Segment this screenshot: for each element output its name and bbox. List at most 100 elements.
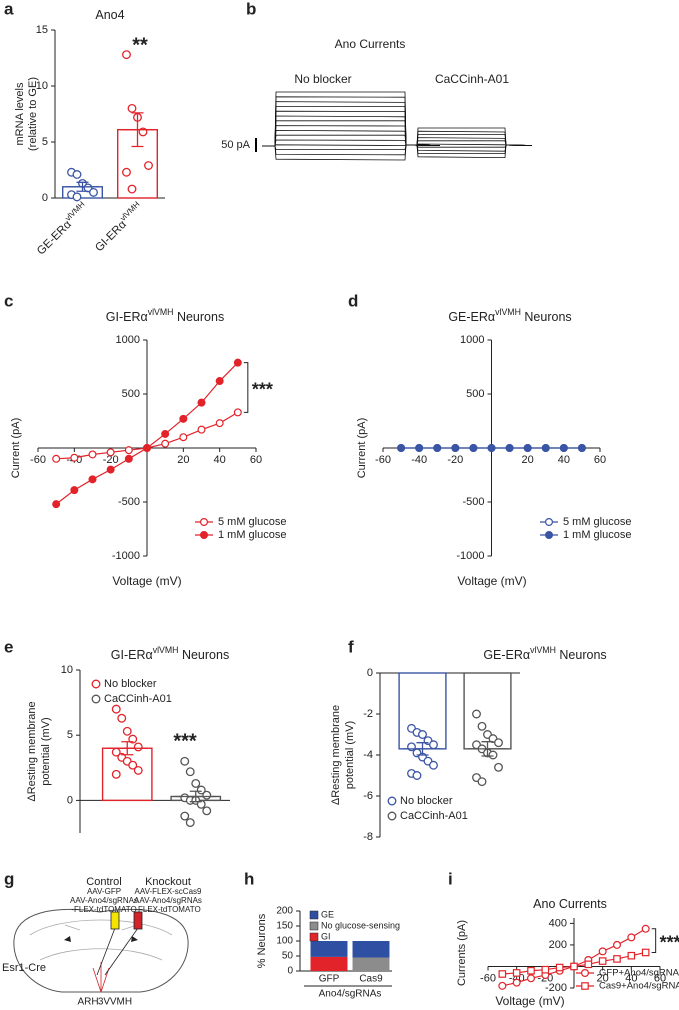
legend-label: 1 mM glucose <box>563 529 631 541</box>
legend-label: GI <box>321 931 331 941</box>
panel-label: f <box>348 637 354 656</box>
y-tick-label: -500 <box>462 496 484 508</box>
data-point <box>144 161 153 170</box>
legend-marker <box>200 530 209 539</box>
y-tick-label: 10 <box>61 664 73 676</box>
y-tick-label: -2 <box>363 708 373 720</box>
category-superscript: vlVMH <box>63 199 86 222</box>
marker <box>397 444 406 453</box>
marker <box>106 448 115 457</box>
data-point <box>72 170 82 179</box>
marker <box>215 419 224 428</box>
x-axis-label: Ano4/sgRNAs <box>319 989 382 1000</box>
y-tick-label: 200 <box>549 939 567 951</box>
panel-label: h <box>244 869 254 888</box>
legend-label: CaCCinh-A01 <box>400 810 468 822</box>
y-tick-label: -200 <box>545 982 567 994</box>
y-tick-label: -8 <box>363 831 373 843</box>
bar-segment <box>352 941 390 958</box>
marker <box>70 486 79 495</box>
brain-structure <box>29 919 173 961</box>
chart-title: GI-ERαvlVMH Neurons <box>106 307 224 324</box>
scale-label: 50 pA <box>221 139 250 151</box>
y-tick-label: 0 <box>287 966 293 977</box>
marker <box>161 439 170 448</box>
legend-swatch <box>309 921 319 931</box>
x-axis-label: Voltage (mV) <box>112 574 181 588</box>
y-axis-label: (relative to GE) <box>27 77 39 151</box>
marker <box>570 962 578 971</box>
legend-label: GE <box>321 909 334 919</box>
x-tick-label: -60 <box>375 454 391 466</box>
region-label: VMH <box>110 997 132 1008</box>
error-bar <box>403 742 442 756</box>
title-superscript: vlVMH <box>153 645 179 655</box>
marker <box>505 444 514 453</box>
panel-title: Ano Currents <box>335 37 406 51</box>
y-axis-label: ΔResting membrane <box>26 701 38 801</box>
title-text: GI-ERα <box>106 310 148 324</box>
data-point <box>72 192 82 202</box>
x-tick-label: 60 <box>654 972 666 984</box>
marker <box>52 454 61 463</box>
marker <box>52 500 61 509</box>
data-point <box>122 167 131 177</box>
y-axis-label: ΔResting membrane <box>330 705 342 805</box>
x-tick-label: 40 <box>214 454 226 466</box>
y-tick-label: 400 <box>549 917 567 929</box>
error-bar <box>106 741 148 756</box>
x-tick-label: 60 <box>594 454 606 466</box>
legend-label: 5 mM glucose <box>563 516 631 528</box>
marker <box>613 955 621 963</box>
y-axis-label: potential (mV) <box>344 721 356 789</box>
data-point <box>117 713 127 723</box>
bar <box>101 747 153 802</box>
significance-bracket <box>651 928 657 953</box>
x-tick-label: Cas9 <box>359 974 383 985</box>
marker <box>124 454 133 463</box>
data-point <box>429 740 438 750</box>
x-tick-label: GE-ERαvlVMH <box>33 199 91 257</box>
marker <box>498 981 507 990</box>
x-tick-label: 20 <box>597 972 609 984</box>
y-tick-label: -500 <box>118 496 140 508</box>
marker <box>512 978 521 987</box>
data-point <box>202 806 212 816</box>
bar-segment <box>352 957 390 971</box>
category-text: GI-ERα <box>93 218 129 254</box>
marker <box>526 974 535 983</box>
y-tick-label: 200 <box>276 906 293 917</box>
legend-marker <box>581 982 589 990</box>
panel-g: Control AAV-GFP AAV-Ano4/sgRNAs -FLEX-td… <box>2 876 202 1008</box>
x-tick-label: 60 <box>250 454 262 466</box>
syringe-control <box>110 911 120 930</box>
y-tick-label: 0 <box>367 667 373 679</box>
x-tick-label: 40 <box>625 972 637 984</box>
y-tick-label: 50 <box>282 951 294 962</box>
data-point <box>488 750 498 760</box>
marker <box>627 933 636 942</box>
title-superscript: vlVMH <box>495 307 521 317</box>
marker <box>415 444 424 453</box>
y-tick-label: 0 <box>42 192 48 204</box>
panel-label: b <box>246 0 256 18</box>
x-tick-label: -40 <box>411 454 427 466</box>
marker <box>233 358 242 367</box>
title-superscript: vlVMH <box>530 645 556 655</box>
legend-label: No blocker <box>104 678 157 690</box>
virus-label: AAV-FLEX-scCas9 <box>135 887 203 896</box>
x-tick-label: 40 <box>558 454 570 466</box>
data-point <box>477 777 487 787</box>
marker <box>498 970 507 978</box>
current-trace <box>262 125 441 147</box>
region-outline <box>92 962 110 993</box>
error-bar <box>121 112 154 148</box>
virus-label: -FLEX-tdTOMATO <box>71 905 136 914</box>
marker <box>559 444 568 453</box>
legend-swatch <box>309 910 319 920</box>
x-axis-label: Voltage (mV) <box>457 574 526 588</box>
data-point <box>111 769 121 779</box>
marker <box>541 965 550 974</box>
chart-title: GE-ERαvlVMH Neurons <box>448 307 571 324</box>
chart-title: GI-ERαvlVMH Neurons <box>111 645 229 662</box>
